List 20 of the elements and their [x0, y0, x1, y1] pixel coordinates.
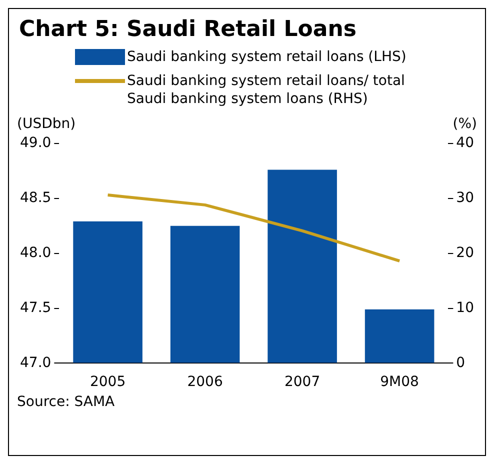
y2-tick-label: 0: [456, 354, 466, 371]
y-axis-title: (USDbn): [17, 116, 76, 132]
chart-title: Chart 5: Saudi Retail Loans: [19, 17, 358, 42]
y2-tick-label: 10: [456, 300, 474, 316]
x-tick-label: 9M08: [380, 374, 419, 390]
x-tick-label: 2007: [284, 374, 320, 390]
y2-tick-label: 30: [456, 190, 474, 206]
y2-axis-title: (%): [452, 116, 477, 132]
legend-label: Saudi banking system retail loans/ total Saudi banking system loans (RHS): [127, 72, 406, 108]
y-tick-label: 49.0: [20, 135, 52, 152]
y-tick-label: 48.5: [20, 190, 52, 206]
source-note: Source: SAMA: [17, 394, 116, 410]
x-tick-label: 2005: [90, 374, 126, 390]
legend-label: Saudi banking system retail loans (LHS): [127, 48, 408, 66]
y-tick-label: 47.0: [20, 354, 52, 371]
y2-tick-label: 40: [456, 135, 474, 152]
y2-tick-label: 20: [456, 244, 474, 261]
y-tick-label: 48.0: [20, 244, 52, 261]
x-tick-label: 2006: [187, 374, 223, 390]
y-tick-label: 47.5: [20, 300, 52, 316]
